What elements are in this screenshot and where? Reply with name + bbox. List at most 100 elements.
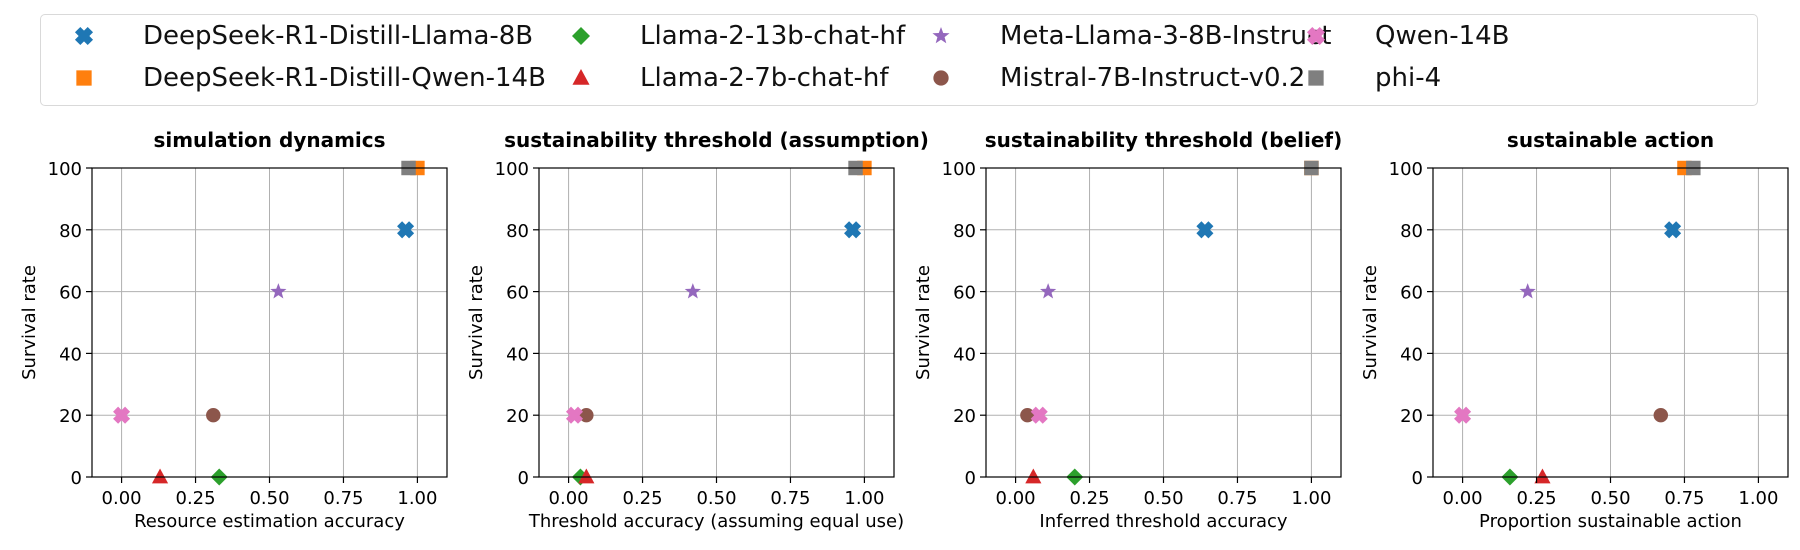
x-tick-label: 0.75	[323, 488, 363, 509]
legend-label: Meta-Llama-3-8B-Instruct	[1000, 21, 1332, 51]
scatter-panel: 0.00 0.25 0.50 0.75 1.00 0 20 40 60 80 100 sustaina…	[1360, 128, 1789, 532]
x-tick-label: 0.50	[1590, 488, 1630, 509]
y-tick-label: 100	[942, 159, 976, 180]
x-tick-label: 1.00	[1738, 488, 1778, 509]
x-tick-label: 0.75	[1217, 488, 1257, 509]
y-tick-label: 20	[1400, 406, 1423, 427]
y-tick-label: 0	[518, 468, 529, 489]
y-tick-label: 0	[1412, 468, 1423, 489]
y-tick-label: 80	[59, 221, 82, 242]
chart-title: sustainable action	[1507, 128, 1714, 152]
x-tick-label: 1.00	[397, 488, 437, 509]
y-tick-label: 40	[1400, 344, 1423, 365]
x-tick-label: 0.25	[1070, 488, 1110, 509]
y-tick-label: 40	[59, 344, 82, 365]
legend-item: Meta-Llama-3-8B-Instruct	[926, 19, 1331, 53]
x-cross-icon	[74, 26, 94, 46]
x-axis-label: Inferred threshold accuracy	[1039, 511, 1287, 532]
y-axis-label: Survival rate	[913, 265, 934, 380]
y-axis-label: Survival rate	[19, 265, 40, 380]
y-tick-label: 60	[953, 283, 976, 304]
scatter-panel: 0.00 0.25 0.50 0.75 1.00 0 20 40 60 80 100 simulati…	[19, 128, 448, 532]
data-point	[1040, 283, 1057, 299]
x-tick-label: 0.50	[1143, 488, 1183, 509]
data-point	[1534, 468, 1551, 484]
legend-item: Llama-2-13b-chat-hf	[566, 19, 905, 53]
data-point	[1519, 283, 1536, 299]
data-point	[1653, 407, 1669, 423]
data-point	[113, 406, 131, 424]
x-tick-label: 0.50	[696, 488, 736, 509]
legend-item: phi-4	[1301, 61, 1441, 95]
data-point	[206, 407, 221, 423]
circle-icon	[933, 70, 949, 86]
x-tick-label: 0.00	[1443, 488, 1483, 509]
legend-label: phi-4	[1375, 63, 1442, 93]
data-point	[844, 221, 862, 239]
legend-item: DeepSeek-R1-Distill-Qwen-14B	[69, 61, 546, 95]
x-tick-label: 0.25	[1517, 488, 1557, 509]
x-axis-label: Proportion sustainable action	[1479, 511, 1742, 532]
x-cross-icon	[1306, 26, 1326, 46]
y-tick-label: 40	[506, 344, 529, 365]
data-point	[1664, 221, 1682, 239]
x-tick-label: 0.50	[249, 488, 289, 509]
chart-legend: DeepSeek-R1-Distill-Llama-8B DeepSeek-R1-…	[40, 14, 1758, 106]
y-tick-label: 100	[495, 159, 529, 180]
y-tick-label: 20	[506, 406, 529, 427]
x-tick-label: 0.00	[996, 488, 1036, 509]
y-tick-label: 60	[506, 283, 529, 304]
legend-label: Llama-2-7b-chat-hf	[640, 63, 889, 93]
data-point	[1196, 221, 1214, 239]
y-axis-label: Survival rate	[466, 265, 487, 380]
y-tick-label: 20	[59, 406, 82, 427]
y-tick-label: 20	[953, 406, 976, 427]
legend-item: Mistral-7B-Instruct-v0.2	[926, 61, 1305, 95]
data-point	[578, 468, 595, 484]
y-tick-label: 60	[1400, 283, 1423, 304]
legend-label: Llama-2-13b-chat-hf	[640, 21, 906, 51]
x-tick-label: 0.25	[176, 488, 216, 509]
data-point	[684, 283, 701, 299]
x-tick-label: 0.75	[1664, 488, 1704, 509]
data-point	[1454, 406, 1472, 424]
star-icon	[932, 27, 950, 44]
legend-label: DeepSeek-R1-Distill-Qwen-14B	[143, 63, 546, 93]
data-point	[1025, 468, 1042, 484]
y-tick-label: 60	[59, 283, 82, 304]
x-tick-label: 0.00	[549, 488, 589, 509]
y-tick-label: 100	[1389, 159, 1423, 180]
legend-item: DeepSeek-R1-Distill-Llama-8B	[69, 19, 533, 53]
y-tick-label: 40	[953, 344, 976, 365]
data-point	[270, 283, 287, 299]
diamond-icon	[572, 27, 590, 45]
data-point	[565, 406, 584, 424]
y-tick-label: 80	[506, 221, 529, 242]
scatter-panel: 0.00 0.25 0.50 0.75 1.00 0 20 40 60 80 100 sustaina…	[466, 128, 929, 532]
x-axis-label: Threshold accuracy (assuming equal use)	[528, 511, 904, 532]
chart-title: sustainability threshold (belief)	[985, 128, 1343, 152]
data-point	[397, 221, 415, 239]
x-tick-label: 0.00	[102, 488, 142, 509]
x-axis-label: Resource estimation accuracy	[134, 511, 405, 532]
legend-label: Qwen-14B	[1375, 21, 1510, 51]
legend-item: Qwen-14B	[1301, 19, 1510, 53]
y-tick-label: 0	[965, 468, 976, 489]
scatter-panel: 0.00 0.25 0.50 0.75 1.00 0 20 40 60 80 100 sustaina…	[913, 128, 1342, 532]
triangle-icon	[572, 69, 590, 85]
legend-label: DeepSeek-R1-Distill-Llama-8B	[143, 21, 534, 51]
legend-label: Mistral-7B-Instruct-v0.2	[1000, 63, 1306, 93]
y-tick-label: 80	[953, 221, 976, 242]
x-tick-label: 0.25	[623, 488, 663, 509]
data-point	[1030, 406, 1048, 424]
y-tick-label: 0	[71, 468, 82, 489]
legend-item: Llama-2-7b-chat-hf	[566, 61, 889, 95]
square-icon	[1308, 70, 1324, 86]
x-tick-label: 0.75	[770, 488, 810, 509]
chart-title: sustainability threshold (assumption)	[504, 128, 929, 152]
y-axis-label: Survival rate	[1360, 265, 1381, 380]
chart-title: simulation dynamics	[153, 128, 385, 152]
x-tick-label: 1.00	[844, 488, 884, 509]
y-tick-label: 80	[1400, 221, 1423, 242]
